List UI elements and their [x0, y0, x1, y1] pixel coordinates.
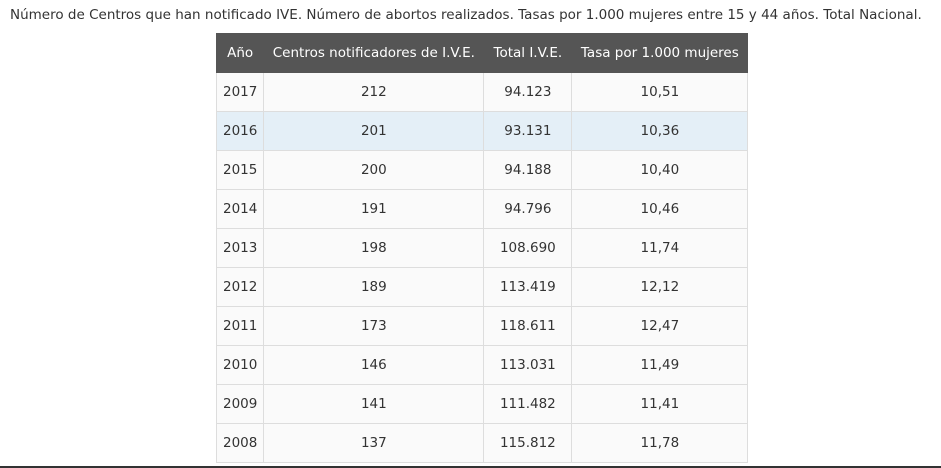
column-header-total: Total I.V.E. — [483, 33, 573, 73]
cell-centers: 191 — [263, 189, 485, 229]
cell-centers: 212 — [263, 72, 485, 112]
cell-centers: 201 — [263, 111, 485, 151]
cell-year: 2009 — [215, 384, 265, 424]
table-row: 2008 137 115.812 11,78 — [215, 423, 749, 463]
bottom-divider — [0, 466, 941, 468]
table-caption: Número de Centros que han notificado IVE… — [10, 7, 922, 23]
cell-centers: 141 — [263, 384, 485, 424]
cell-total: 108.690 — [483, 228, 573, 268]
cell-rate: 12,12 — [571, 267, 749, 307]
table-header-row: Año Centros notificadores de I.V.E. Tota… — [215, 33, 749, 73]
cell-centers: 198 — [263, 228, 485, 268]
table-row: 2014 191 94.796 10,46 — [215, 189, 749, 229]
cell-rate: 10,40 — [571, 150, 749, 190]
cell-year: 2012 — [215, 267, 265, 307]
cell-centers: 189 — [263, 267, 485, 307]
cell-centers: 137 — [263, 423, 485, 463]
table-row: 2013 198 108.690 11,74 — [215, 228, 749, 268]
cell-total: 115.812 — [483, 423, 573, 463]
cell-year: 2010 — [215, 345, 265, 385]
cell-rate: 11,41 — [571, 384, 749, 424]
column-header-rate: Tasa por 1.000 mujeres — [571, 33, 749, 73]
cell-total: 111.482 — [483, 384, 573, 424]
cell-year: 2008 — [215, 423, 265, 463]
cell-rate: 10,36 — [571, 111, 749, 151]
cell-centers: 146 — [263, 345, 485, 385]
cell-rate: 10,46 — [571, 189, 749, 229]
column-header-centers: Centros notificadores de I.V.E. — [263, 33, 485, 73]
cell-total: 94.188 — [483, 150, 573, 190]
table-row: 2012 189 113.419 12,12 — [215, 267, 749, 307]
cell-year: 2014 — [215, 189, 265, 229]
table-row: 2011 173 118.611 12,47 — [215, 306, 749, 346]
cell-total: 113.419 — [483, 267, 573, 307]
cell-total: 94.123 — [483, 72, 573, 112]
table-row: 2009 141 111.482 11,41 — [215, 384, 749, 424]
cell-year: 2015 — [215, 150, 265, 190]
table-row: 2010 146 113.031 11,49 — [215, 345, 749, 385]
cell-rate: 12,47 — [571, 306, 749, 346]
cell-centers: 173 — [263, 306, 485, 346]
table-row: 2017 212 94.123 10,51 — [215, 72, 749, 112]
cell-total: 93.131 — [483, 111, 573, 151]
column-header-year: Año — [215, 33, 265, 73]
cell-total: 94.796 — [483, 189, 573, 229]
cell-year: 2017 — [215, 72, 265, 112]
cell-rate: 11,74 — [571, 228, 749, 268]
cell-rate: 11,49 — [571, 345, 749, 385]
cell-total: 113.031 — [483, 345, 573, 385]
abortions-table: Año Centros notificadores de I.V.E. Tota… — [215, 33, 749, 463]
cell-total: 118.611 — [483, 306, 573, 346]
table-row-highlighted: 2016 201 93.131 10,36 — [215, 111, 749, 151]
table-row: 2015 200 94.188 10,40 — [215, 150, 749, 190]
cell-year: 2013 — [215, 228, 265, 268]
cell-rate: 10,51 — [571, 72, 749, 112]
cell-rate: 11,78 — [571, 423, 749, 463]
cell-year: 2011 — [215, 306, 265, 346]
cell-year: 2016 — [215, 111, 265, 151]
cell-centers: 200 — [263, 150, 485, 190]
